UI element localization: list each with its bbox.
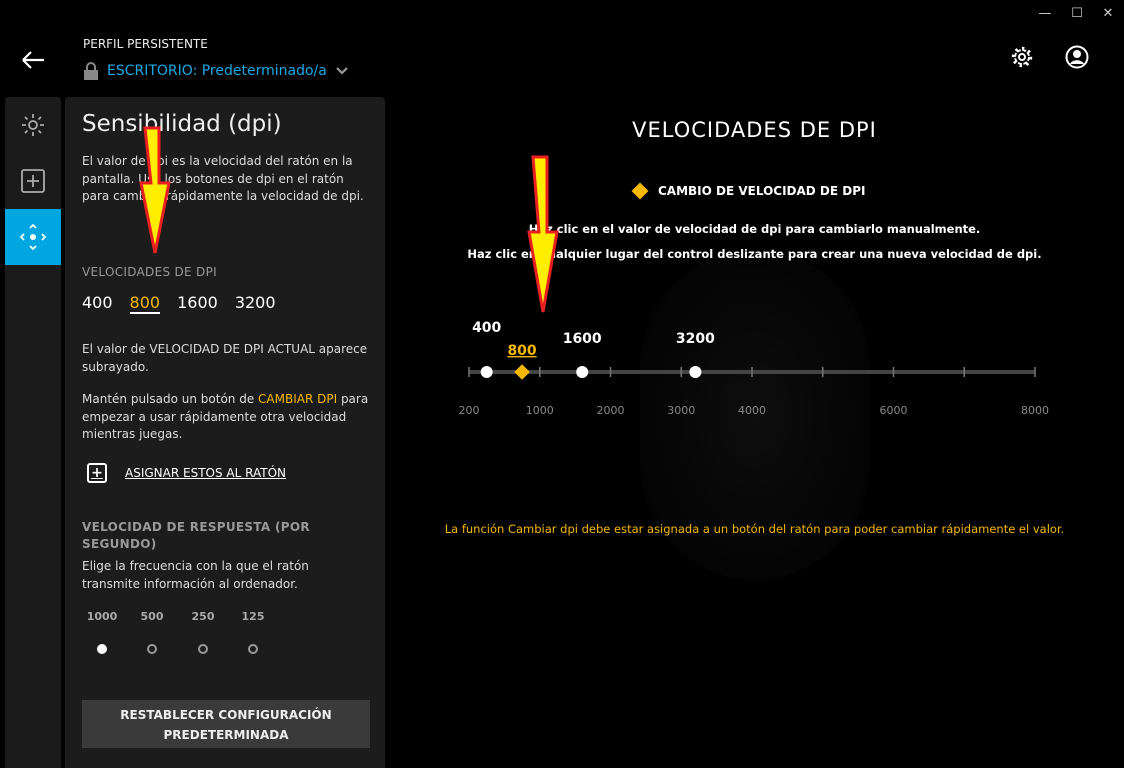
- diamond-icon: [631, 182, 649, 200]
- legend-label: CAMBIO DE VELOCIDAD DE DPI: [658, 184, 866, 198]
- intro-text: El valor de dpi es la velocidad del rató…: [82, 154, 364, 203]
- dpi-move-icon: [19, 223, 47, 251]
- chevron-down-icon: [336, 67, 348, 75]
- rate-label: 1000: [86, 610, 118, 623]
- current-note: El valor de VELOCIDAD DE DPI ACTUAL apar…: [82, 342, 368, 374]
- back-button[interactable]: [20, 48, 46, 76]
- rate-option-500[interactable]: 500: [132, 610, 172, 654]
- plus-icon: +: [87, 463, 107, 483]
- assign-to-mouse-button[interactable]: + ASIGNAR ESTOS AL RATÓN: [87, 463, 286, 483]
- dpi-section-label: VELOCIDADES DE DPI: [82, 265, 217, 279]
- rate-option-125[interactable]: 125: [233, 610, 273, 654]
- sensitivity-panel: Sensibilidad (dpi) El valor de dpi es la…: [65, 97, 385, 768]
- profile-selector[interactable]: ESCRITORIO: Predeterminado/a: [83, 62, 349, 80]
- rate-label: 500: [140, 610, 164, 623]
- hint-manual: Haz clic en el valor de velocidad de dpi…: [528, 222, 981, 236]
- user-icon: [1065, 45, 1089, 69]
- profile-type-label: PERFIL PERSISTENTE: [83, 37, 208, 51]
- nav-item-lighting[interactable]: [5, 97, 61, 153]
- scale-label: 200: [459, 404, 480, 417]
- close-button[interactable]: ✕: [1102, 6, 1114, 21]
- dpi-shift-point[interactable]: [514, 364, 530, 380]
- hint-slider: Haz clic en cualquier lugar del control …: [467, 247, 1042, 261]
- nav-item-sensitivity[interactable]: [5, 209, 61, 265]
- dpi-value-current[interactable]: 800: [129, 293, 161, 314]
- minimize-button[interactable]: —: [1038, 6, 1052, 21]
- dpi-value[interactable]: 1600: [177, 293, 218, 312]
- radio[interactable]: [198, 644, 208, 654]
- shift-note-pre: Mantén pulsado un botón de: [82, 392, 259, 406]
- account-button[interactable]: [1065, 45, 1089, 73]
- shift-dpi-link: CAMBIAR DPI: [258, 392, 338, 406]
- shift-warning: La función Cambiar dpi debe estar asigna…: [444, 522, 1065, 536]
- rate-option-1000[interactable]: 1000: [82, 610, 122, 654]
- lock-icon: [84, 62, 98, 80]
- radio[interactable]: [147, 644, 157, 654]
- dpi-point[interactable]: [480, 366, 493, 378]
- radio-selected[interactable]: [97, 644, 107, 654]
- rate-label: 125: [241, 610, 265, 623]
- shift-note: Mantén pulsado un botón de CAMBIAR DPI p…: [82, 391, 374, 444]
- brightness-icon: [22, 114, 44, 136]
- scale-label: 2000: [597, 404, 625, 417]
- plus-square-icon: [21, 169, 45, 193]
- settings-button[interactable]: [1010, 45, 1034, 73]
- maximize-button[interactable]: ☐: [1071, 6, 1083, 21]
- dpi-point-label[interactable]: 1600: [563, 331, 602, 347]
- dpi-point-label[interactable]: 400: [472, 320, 501, 336]
- reset-defaults-button[interactable]: RESTABLECER CONFIGURACIÓN PREDETERMINADA: [82, 700, 370, 748]
- legend: CAMBIO DE VELOCIDAD DE DPI: [631, 182, 866, 200]
- scale-label: 8000: [1021, 404, 1049, 417]
- dpi-value[interactable]: 400: [82, 293, 113, 312]
- radio[interactable]: [248, 644, 258, 654]
- dpi-point[interactable]: [576, 366, 589, 378]
- profile-name: ESCRITORIO: Predeterminado/a: [107, 63, 327, 79]
- scale-label: 6000: [880, 404, 908, 417]
- nav-item-assignments[interactable]: [5, 153, 61, 209]
- dpi-values-list: 400 800 1600 3200: [82, 293, 276, 314]
- shift-note-post: para empezar a usar rápidamente otra vel…: [82, 392, 369, 441]
- rate-label: 250: [191, 610, 215, 623]
- mouse-silhouette: [640, 250, 870, 580]
- gear-icon: [1011, 46, 1033, 68]
- rate-option-250[interactable]: 250: [183, 610, 223, 654]
- dpi-point-label[interactable]: 800: [507, 343, 536, 359]
- rate-description: Elige la frecuencia con la que el ratón …: [82, 559, 309, 591]
- assign-label: ASIGNAR ESTOS AL RATÓN: [125, 466, 286, 480]
- arrow-left-icon: [22, 51, 44, 69]
- rate-section-label: VELOCIDAD DE RESPUESTA (POR SEGUNDO): [82, 520, 310, 551]
- scale-label: 1000: [526, 404, 554, 417]
- dpi-value[interactable]: 3200: [234, 293, 276, 312]
- panel-title: Sensibilidad (dpi): [82, 111, 282, 137]
- main-title: VELOCIDADES DE DPI: [632, 118, 877, 142]
- sidebar-nav: [5, 97, 61, 768]
